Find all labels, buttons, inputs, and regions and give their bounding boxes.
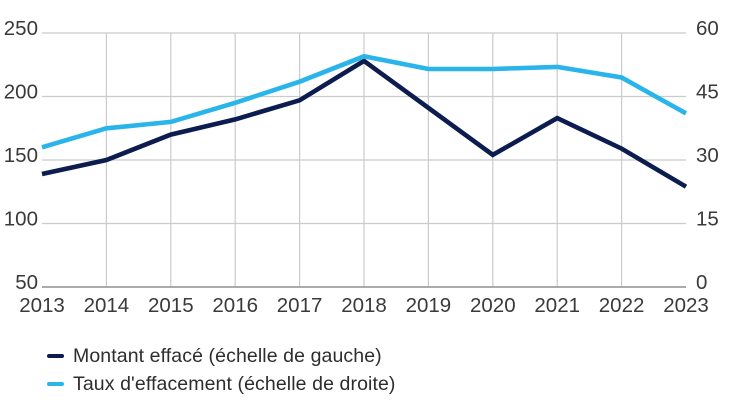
legend-swatch-taux-effacement: [47, 382, 64, 386]
series-line-montant-efface: [41, 58, 688, 189]
left-axis-tick-100: 100: [4, 208, 38, 231]
x-axis-label-2018: 2018: [341, 294, 387, 317]
x-axis-label-2013: 2013: [19, 294, 65, 317]
left-axis-tick-200: 200: [4, 81, 38, 104]
x-axis-label-2015: 2015: [148, 294, 194, 317]
x-axis-label-2019: 2019: [406, 294, 452, 317]
series-line-taux-effacement: [41, 53, 688, 150]
x-axis-label-2021: 2021: [534, 294, 580, 317]
x-axis-label-2020: 2020: [470, 294, 516, 317]
x-axis-label-2022: 2022: [599, 294, 645, 317]
x-axis-label-2016: 2016: [212, 294, 258, 317]
right-axis-tick-0: 0: [696, 271, 707, 294]
legend-label-montant-efface: Montant effacé (échelle de gauche): [73, 344, 382, 367]
right-axis-tick-30: 30: [696, 144, 719, 167]
dual-axis-line-chart: 250 60 200 45 150 30 100 15 50 0 2013 2014 2015 2016 2…: [4, 17, 719, 317]
left-axis-tick-150: 150: [4, 144, 38, 167]
right-axis-tick-60: 60: [696, 17, 719, 40]
x-axis-label-2017: 2017: [277, 294, 323, 317]
right-axis-tick-45: 45: [696, 81, 719, 104]
left-axis-tick-50: 50: [15, 271, 38, 294]
legend-item-taux-effacement: Taux d'effacement (échelle de droite): [47, 372, 396, 396]
chart-legend: Montant effacé (échelle de gauche) Taux …: [47, 344, 396, 396]
legend-label-taux-effacement: Taux d'effacement (échelle de droite): [73, 372, 396, 395]
x-axis-label-2014: 2014: [84, 294, 130, 317]
left-axis-tick-250: 250: [4, 17, 38, 40]
legend-item-montant-efface: Montant effacé (échelle de gauche): [47, 344, 396, 368]
right-axis-tick-15: 15: [696, 208, 719, 231]
x-axis-label-2023: 2023: [663, 294, 709, 317]
legend-swatch-montant-efface: [47, 354, 64, 358]
